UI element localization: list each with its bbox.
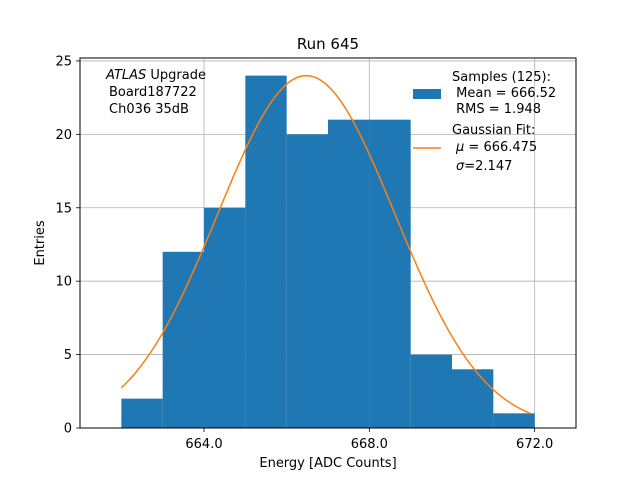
atlas-annotation: ATLAS Upgrade Board187722 Ch036 35dB <box>105 68 206 117</box>
chart-title: Run 645 <box>297 35 359 53</box>
y-tick-label: 5 <box>64 348 72 363</box>
legend-fit-title: Gaussian Fit: <box>452 123 535 138</box>
legend-sigma-value: =2.147 <box>464 159 512 174</box>
board-label: Board187722 <box>109 85 197 100</box>
x-axis-ticks: 664.0 668.0 672.0 <box>185 428 553 452</box>
legend-mu-value: = 666.475 <box>464 140 537 155</box>
atlas-upgrade: Upgrade <box>146 68 206 83</box>
x-tick-label: 668.0 <box>351 437 388 452</box>
histogram-bar-9 <box>452 369 494 428</box>
x-axis-label: Energy [ADC Counts] <box>259 456 396 471</box>
histogram-bar-4 <box>245 75 287 428</box>
histogram-bar-5 <box>286 134 328 428</box>
legend-sigma-symbol: σ <box>456 159 465 174</box>
legend-mu: μ = 666.475 <box>455 140 537 155</box>
histogram-bar-2 <box>162 251 204 428</box>
y-tick-label: 20 <box>55 128 72 143</box>
legend-rms: RMS = 1.948 <box>452 102 541 117</box>
legend: Samples (125): Mean = 666.52 RMS = 1.948… <box>413 70 556 174</box>
histogram-bar-8 <box>410 354 452 428</box>
legend-sigma: σ=2.147 <box>456 159 512 174</box>
histogram-bar-6 <box>328 119 370 429</box>
gaussian-fit-curve <box>120 74 531 415</box>
histogram-bar-3 <box>204 207 246 428</box>
histogram-bar-1 <box>121 398 163 428</box>
legend-samples-swatch <box>413 89 441 99</box>
y-axis-ticks: 0 5 10 15 20 25 <box>55 54 80 437</box>
legend-mu-symbol: μ <box>455 140 464 155</box>
legend-samples-title: Samples (125): <box>452 70 551 85</box>
histogram-bars <box>121 75 535 429</box>
plot-frame <box>79 57 577 429</box>
histogram-bar-7 <box>369 119 411 429</box>
atlas-experiment: ATLAS <box>105 68 146 83</box>
y-tick-label: 15 <box>55 201 72 216</box>
y-tick-label: 10 <box>55 275 72 290</box>
y-tick-label: 0 <box>64 422 72 437</box>
legend-mean: Mean = 666.52 <box>452 86 556 101</box>
histogram-bar-10 <box>493 413 535 428</box>
y-tick-label: 25 <box>55 54 72 69</box>
atlas-label: ATLAS Upgrade <box>105 68 206 83</box>
x-tick-label: 664.0 <box>185 437 222 452</box>
y-axis-label: Entries <box>33 220 48 266</box>
x-tick-label: 672.0 <box>516 437 553 452</box>
channel-label: Ch036 35dB <box>109 102 189 117</box>
